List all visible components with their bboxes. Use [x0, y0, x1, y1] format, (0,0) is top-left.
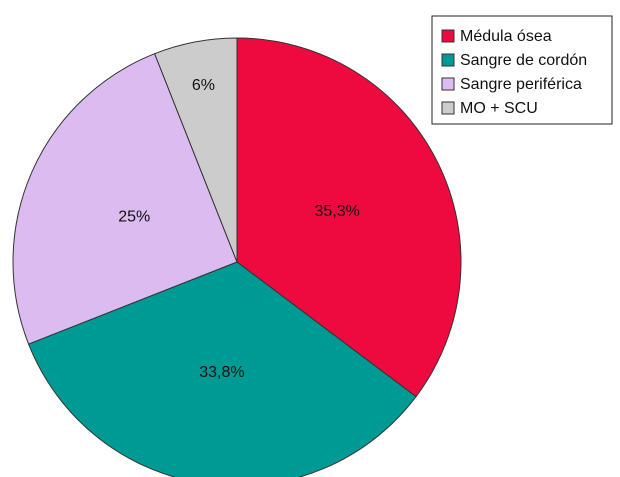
legend-swatch [441, 29, 455, 43]
pie-slice [27, 261, 417, 477]
legend-swatch [441, 77, 455, 91]
legend-label: Sangre de cordón [460, 52, 587, 69]
pie-slice [153, 37, 238, 263]
slice-label: 25% [118, 209, 150, 226]
legend-box [431, 15, 613, 125]
legend-swatch [441, 53, 455, 67]
slice-label: 6% [192, 77, 215, 94]
legend-label: Médula ósea [460, 28, 552, 45]
legend-swatch [441, 101, 455, 115]
slice-label: 35,3% [315, 203, 360, 220]
pie-slice [12, 53, 238, 345]
legend-label: MO + SCU [460, 100, 538, 117]
legend: Médula ósea Sangre de cordón Sangre perifé… [431, 15, 613, 125]
slice-label: 33,8% [199, 364, 244, 381]
legend-label: Sangre periférica [460, 76, 582, 93]
pie-slice [236, 37, 462, 398]
